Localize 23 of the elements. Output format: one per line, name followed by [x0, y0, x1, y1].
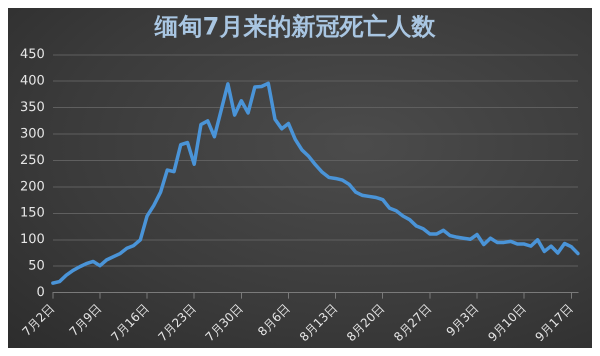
x-tick-label: 8月13日 — [296, 301, 340, 344]
x-tick-label: 9月17日 — [532, 301, 576, 344]
x-tick-label: 7月16日 — [108, 301, 152, 344]
x-tick-label: 8月27日 — [391, 301, 434, 344]
x-tick-label: 7月30日 — [202, 301, 246, 344]
x-tick-label: 8月6日 — [255, 301, 293, 339]
y-tick-label: 450 — [20, 47, 45, 62]
x-tick-label: 8月20日 — [344, 301, 388, 344]
x-tick-label: 9月3日 — [444, 301, 482, 339]
x-tick-label: 7月23日 — [155, 301, 199, 344]
y-tick-label: 200 — [20, 179, 45, 194]
y-tick-label: 300 — [20, 126, 45, 142]
y-tick-label: 350 — [20, 100, 45, 116]
x-tick-label: 9月10日 — [485, 301, 528, 344]
y-tick-label: 150 — [20, 206, 45, 221]
y-tick-label: 400 — [20, 74, 45, 89]
y-tick-label: 100 — [20, 232, 45, 248]
x-tick-label: 7月9日 — [66, 301, 104, 339]
y-tick-label: 0 — [36, 285, 45, 300]
x-tick-label: 7月2日 — [19, 301, 58, 339]
y-tick-label: 250 — [20, 152, 45, 168]
chart-title: 缅甸7月来的新冠死亡人数 — [154, 12, 436, 41]
y-tick-label: 50 — [28, 258, 45, 274]
